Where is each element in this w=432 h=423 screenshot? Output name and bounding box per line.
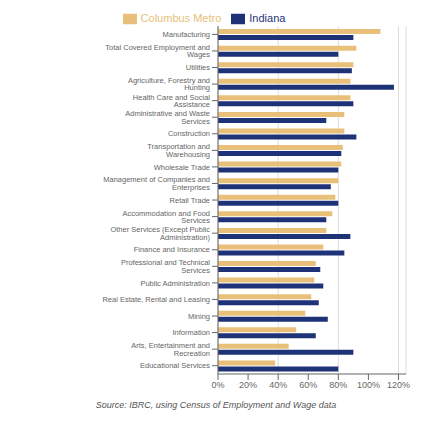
svg-text:Manufacturing: Manufacturing xyxy=(162,30,210,39)
html-text:Indiana: Indiana xyxy=(249,12,286,24)
svg-text:Retail Trade: Retail Trade xyxy=(170,196,210,205)
svg-text:Educational Services: Educational Services xyxy=(140,361,210,370)
svg-text:Administrative and WasteServic: Administrative and WasteServices xyxy=(125,109,210,126)
svg-text:Construction: Construction xyxy=(168,129,210,138)
svg-text:Agriculture, Forestry andHunti: Agriculture, Forestry andHunting xyxy=(128,76,210,93)
svg-text:Management of Companies andEnt: Management of Companies andEnterprises xyxy=(103,175,210,192)
svg-text:100%: 100% xyxy=(357,380,380,390)
html-text:Source: IBRC, using Census of: Source: IBRC, using Census of Employment… xyxy=(95,400,337,410)
svg-text:Public Administration: Public Administration xyxy=(140,279,210,288)
svg-text:Other Services (Except PublicA: Other Services (Except PublicAdministrat… xyxy=(110,225,210,242)
svg-text:40%: 40% xyxy=(269,380,287,390)
svg-text:Accommodation and FoodServices: Accommodation and FoodServices xyxy=(122,209,210,226)
svg-text:Mining: Mining xyxy=(188,312,210,321)
svg-text:Information: Information xyxy=(172,328,210,337)
svg-text:20%: 20% xyxy=(239,380,257,390)
svg-text:Arts, Entertainment andRecreat: Arts, Entertainment andRecreation xyxy=(131,341,210,358)
svg-text:0%: 0% xyxy=(211,380,224,390)
svg-text:Professional and TechnicalServ: Professional and TechnicalServices xyxy=(121,258,210,275)
svg-text:120%: 120% xyxy=(387,380,410,390)
html-text:Columbus Metro: Columbus Metro xyxy=(140,12,222,24)
svg-text:Wholesale Trade: Wholesale Trade xyxy=(154,163,210,172)
svg-text:Utilities: Utilities xyxy=(186,63,210,72)
svg-text:60%: 60% xyxy=(299,380,317,390)
svg-text:Total Covered Employment andWa: Total Covered Employment andWages xyxy=(105,43,210,60)
svg-text:80%: 80% xyxy=(329,380,347,390)
svg-text:Finance and Insurance: Finance and Insurance xyxy=(134,245,210,254)
svg-text:Transportation andWarehousing: Transportation andWarehousing xyxy=(147,142,210,159)
svg-text:Health Care and SocialAssistan: Health Care and SocialAssistance xyxy=(133,93,210,110)
svg-text:Real Estate, Rental and Leasin: Real Estate, Rental and Leasing xyxy=(102,295,210,304)
